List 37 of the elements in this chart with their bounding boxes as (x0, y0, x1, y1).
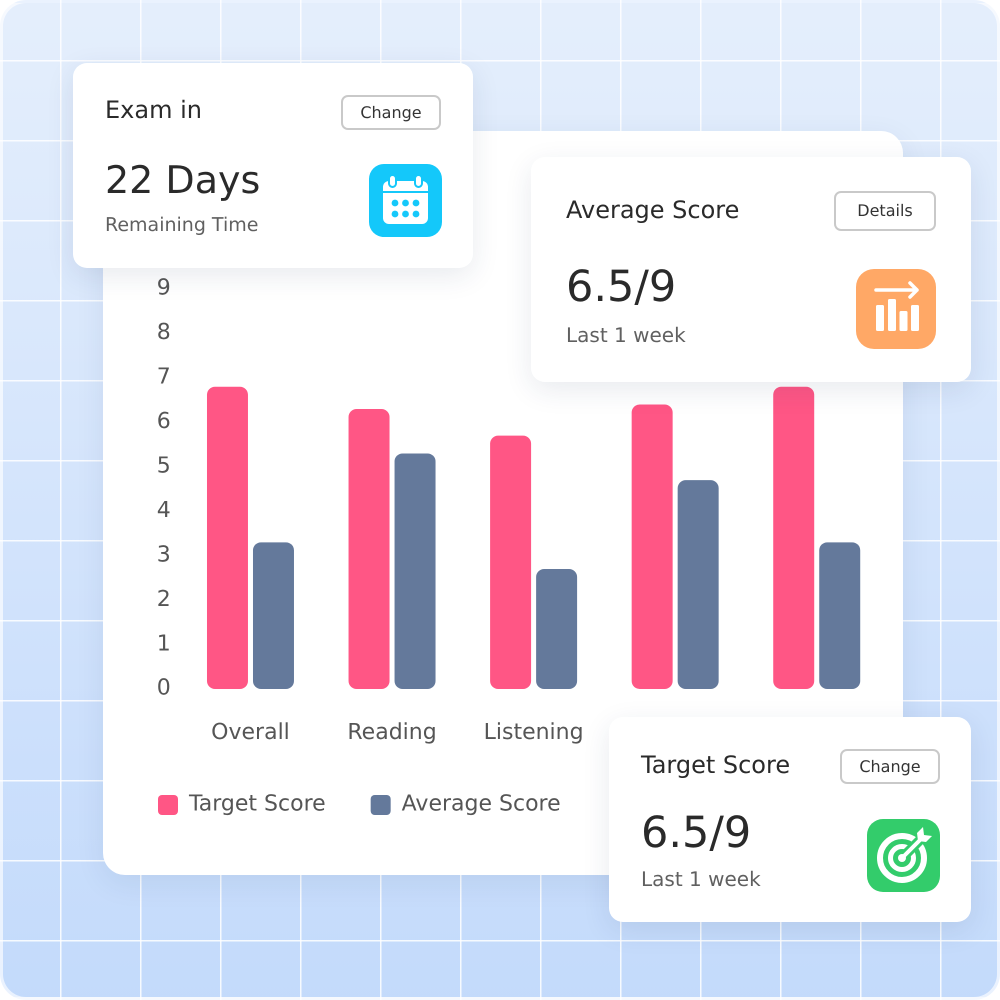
y-tick-label: 1 (156, 631, 171, 656)
y-tick-label: 4 (156, 498, 171, 523)
text: Remaining Time (105, 214, 258, 237)
y-tick-label: 8 (156, 320, 171, 346)
bar (536, 569, 578, 689)
text: Details (857, 201, 913, 221)
y-tick-label: 7 (156, 364, 171, 390)
text: Change (859, 756, 921, 776)
bar (632, 404, 673, 689)
text: Exam in (105, 96, 202, 125)
x-tick-label: Overall (211, 720, 290, 745)
text: Target Score (641, 751, 790, 780)
legend-label: Average Score (402, 792, 561, 817)
text: 6.5/9 (641, 808, 752, 860)
x-tick-label: Reading (347, 720, 437, 745)
x-tick-label: Listening (484, 720, 584, 745)
bar (394, 453, 436, 689)
bar (252, 542, 294, 689)
text: Last 1 week (641, 867, 761, 891)
bar (348, 409, 390, 689)
bar (819, 542, 860, 689)
text: Average Score (566, 196, 740, 225)
bar (773, 386, 814, 689)
annotation: 6.5/9 (566, 262, 676, 314)
y-tick-label: 9 (156, 276, 171, 301)
text: 22 Days (105, 158, 260, 204)
y-tick-label: 0 (156, 676, 171, 701)
y-tick-label: 5 (156, 453, 171, 478)
bar (490, 436, 532, 689)
y-tick-label: 3 (156, 542, 171, 568)
bar (206, 386, 248, 689)
y-tick-label: 2 (156, 586, 171, 612)
y-tick-label: 6 (156, 409, 171, 434)
annotation: Last 1 week (566, 323, 686, 347)
legend-label: Target Score (188, 792, 326, 817)
text: Change (360, 102, 422, 122)
bar (678, 480, 719, 689)
